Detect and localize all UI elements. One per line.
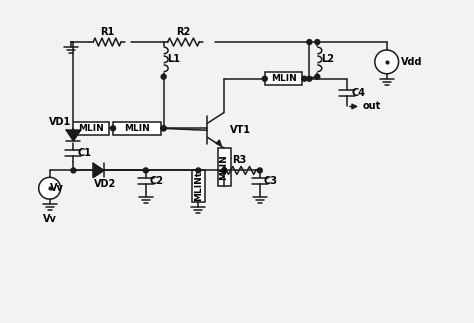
Text: R2: R2 (176, 27, 191, 37)
Text: MLIN: MLIN (78, 124, 104, 133)
Text: MLIN: MLIN (124, 124, 150, 133)
Circle shape (222, 168, 227, 173)
Bar (265, 72, 302, 85)
Text: Vdd: Vdd (401, 57, 422, 67)
Text: C2: C2 (150, 176, 164, 186)
Text: MLIN: MLIN (271, 74, 296, 83)
Text: Vv: Vv (43, 214, 56, 224)
Text: MLINt: MLINt (194, 171, 203, 201)
Circle shape (262, 76, 267, 81)
Text: C1: C1 (77, 148, 91, 158)
Text: L2: L2 (321, 54, 334, 64)
Polygon shape (93, 163, 104, 177)
Circle shape (307, 39, 312, 45)
Circle shape (39, 177, 61, 199)
Circle shape (302, 76, 307, 81)
Bar (113, 122, 161, 135)
Bar (218, 148, 230, 186)
Circle shape (161, 74, 166, 79)
Circle shape (315, 39, 320, 45)
Text: C4: C4 (351, 88, 365, 98)
Circle shape (257, 168, 262, 173)
Text: L1: L1 (168, 54, 181, 64)
Bar (73, 122, 109, 135)
Polygon shape (66, 130, 81, 141)
Text: VT1: VT1 (230, 125, 251, 135)
Bar (192, 171, 205, 202)
Text: R1: R1 (100, 27, 114, 37)
Circle shape (375, 50, 399, 74)
Circle shape (196, 168, 201, 173)
Circle shape (143, 168, 148, 173)
Text: out: out (363, 101, 381, 111)
Circle shape (222, 168, 227, 173)
Text: MLIN: MLIN (219, 154, 228, 180)
Text: R3: R3 (232, 155, 246, 165)
Circle shape (161, 126, 166, 131)
Circle shape (110, 126, 116, 131)
Text: Vv: Vv (50, 183, 64, 193)
Text: C3: C3 (264, 176, 278, 186)
Circle shape (307, 76, 312, 81)
Text: VD2: VD2 (94, 179, 117, 189)
Text: VD1: VD1 (49, 117, 72, 127)
Circle shape (71, 168, 76, 173)
Circle shape (161, 126, 166, 131)
Circle shape (315, 74, 320, 79)
